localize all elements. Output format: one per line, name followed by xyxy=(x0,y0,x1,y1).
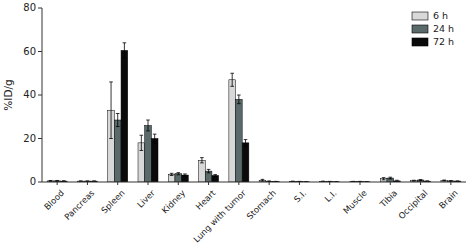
bar xyxy=(145,125,152,182)
legend-swatch xyxy=(412,38,428,46)
x-tick xyxy=(87,182,88,185)
bar xyxy=(229,80,236,182)
x-tick xyxy=(57,182,58,185)
error-bar xyxy=(109,82,113,139)
y-tick-label: 0 xyxy=(30,176,36,187)
x-tick-label: Spleen xyxy=(99,188,127,216)
error-bar xyxy=(244,140,248,147)
error-bar xyxy=(230,73,234,86)
error-bar xyxy=(449,180,453,181)
x-tick-label: S.I. xyxy=(292,188,308,204)
y-tick-label: 40 xyxy=(23,89,36,100)
x-tick xyxy=(117,182,118,185)
error-bar xyxy=(123,43,127,58)
x-tick xyxy=(299,182,300,185)
error-bar xyxy=(395,180,399,181)
x-tick-label: Heart xyxy=(194,187,218,211)
y-tick xyxy=(38,51,42,52)
legend: 6 h 24 h 72 h xyxy=(412,10,454,47)
error-bar xyxy=(176,173,180,175)
y-tick xyxy=(38,138,42,139)
x-tick-label: Occipital xyxy=(396,188,429,221)
x-tick-label: Blood xyxy=(42,188,66,212)
x-tick-label: Tibia xyxy=(377,188,399,210)
y-tick-label: 20 xyxy=(23,133,36,144)
y-tick-label: 60 xyxy=(23,46,36,57)
x-tick xyxy=(208,182,209,185)
x-tick xyxy=(360,182,361,185)
error-bar xyxy=(170,173,174,175)
chart: 0 20 40 60 80 BloodPancreasSpleen LiverKidneyH… xyxy=(0,0,474,246)
legend-label: 6 h xyxy=(433,10,448,21)
y-axis-label: %ID/g xyxy=(2,79,14,110)
legend-label: 72 h xyxy=(433,36,454,47)
y-tick-label: 80 xyxy=(23,2,36,13)
bar xyxy=(121,50,128,182)
error-bar xyxy=(382,178,386,180)
error-bar xyxy=(388,177,392,179)
error-bar xyxy=(200,158,204,163)
error-bar xyxy=(237,95,241,104)
error-bar xyxy=(140,135,144,150)
y-tick xyxy=(38,95,42,96)
error-bar xyxy=(442,180,446,182)
error-bar xyxy=(207,169,211,172)
bar xyxy=(151,139,158,183)
x-tick-label: Kidney xyxy=(160,188,188,216)
x-tick xyxy=(269,182,270,185)
bar xyxy=(114,120,121,182)
x-tick xyxy=(390,182,391,185)
error-bar xyxy=(213,175,217,177)
y-tick xyxy=(38,182,42,183)
x-tick xyxy=(420,182,421,185)
error-bar xyxy=(183,174,187,176)
x-axis-line xyxy=(42,182,466,183)
error-bar xyxy=(116,113,120,126)
legend-swatch xyxy=(412,12,428,20)
x-tick-label: Lung with tumor xyxy=(191,188,248,245)
x-tick xyxy=(178,182,179,185)
x-tick-label: Pancreas xyxy=(62,187,96,221)
x-tick-label: Liver xyxy=(135,188,157,210)
error-bar xyxy=(412,180,416,182)
error-bar xyxy=(261,179,265,181)
x-tick xyxy=(238,182,239,185)
bar xyxy=(199,160,206,182)
bar xyxy=(242,143,249,182)
y-tick xyxy=(38,8,42,9)
x-tick-label: Muscle xyxy=(341,188,369,216)
bars xyxy=(47,43,461,182)
x-tick xyxy=(450,182,451,185)
error-bar xyxy=(419,179,423,181)
x-tick-label: Brain xyxy=(437,188,460,211)
legend-label: 24 h xyxy=(433,23,454,34)
x-tick-label: Stomach xyxy=(245,188,279,222)
x-tick-label: L.I. xyxy=(323,188,339,204)
x-tick xyxy=(148,182,149,185)
bar xyxy=(236,99,243,182)
error-bar xyxy=(153,134,157,143)
bar xyxy=(387,178,394,182)
error-bar xyxy=(146,120,150,131)
bar xyxy=(212,175,219,182)
legend-swatch xyxy=(412,25,428,33)
x-tick xyxy=(329,182,330,185)
